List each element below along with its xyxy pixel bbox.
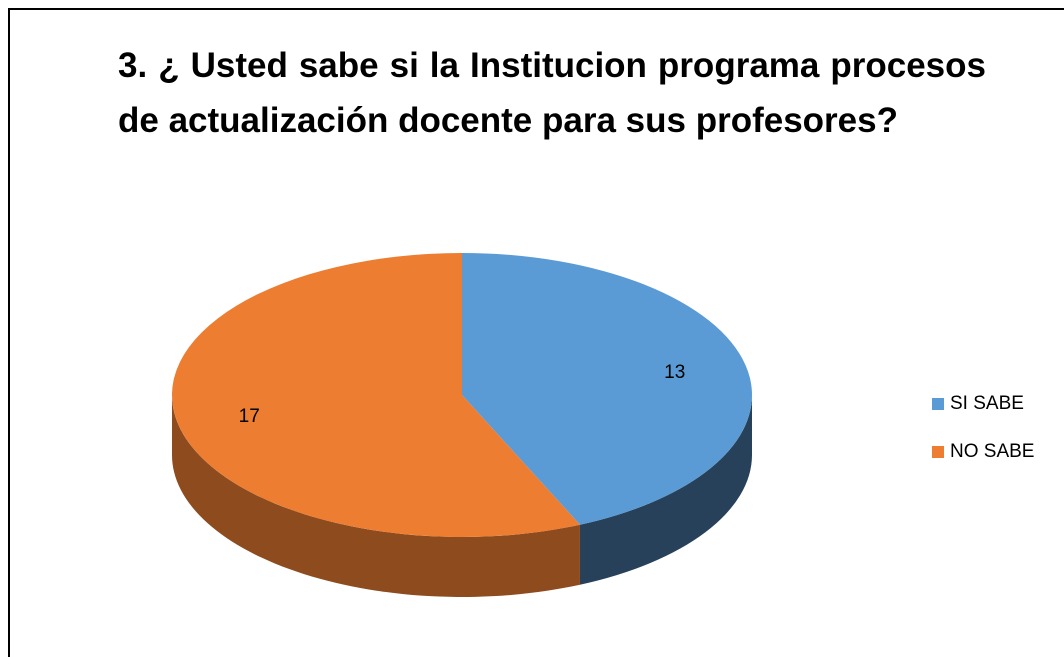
pie-slice-side [579,395,752,585]
legend-swatch [932,398,944,410]
data-label: 17 [239,406,260,427]
chart-border [8,8,1064,657]
legend-label: NO SABE [950,441,1034,462]
legend-swatch [932,446,944,458]
pie-slice-side [172,395,580,597]
chart-title: 3. ¿ Usted sabe si la Institucion progra… [118,46,986,140]
legend-label: SI SABE [950,393,1024,414]
data-label: 13 [664,362,685,383]
pie-slice [462,253,752,525]
pie-slice [171,253,580,537]
